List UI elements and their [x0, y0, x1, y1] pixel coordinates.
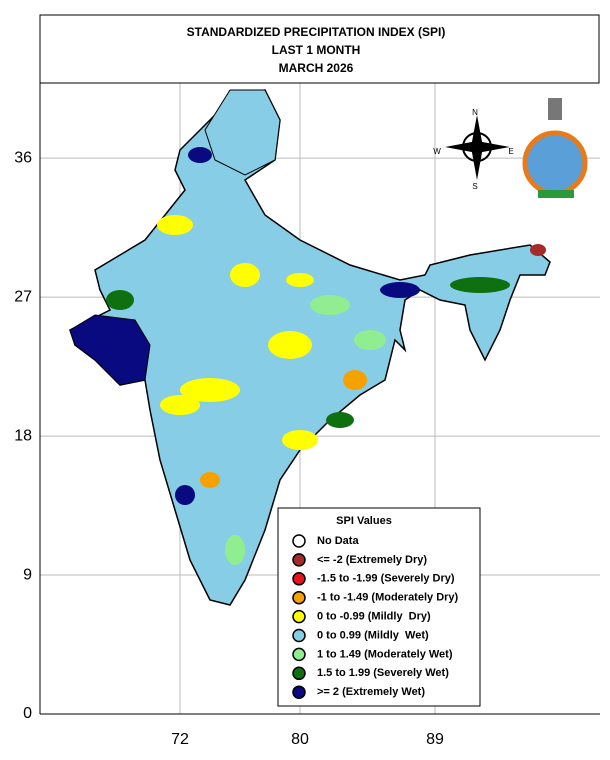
x-tick-label: 72	[171, 731, 189, 748]
legend-label: <= -2 (Extremely Dry)	[317, 554, 427, 566]
legend-label: >= 2 (Extremely Wet)	[317, 686, 425, 698]
y-tick-label: 0	[23, 705, 32, 722]
legend-swatch	[292, 572, 306, 586]
legend-box	[277, 507, 481, 707]
ticks: 36 27 18 9 0 72 80 89	[14, 149, 444, 748]
legend-label: -1.5 to -1.99 (Severely Dry)	[317, 573, 455, 585]
legend-label: 1.5 to 1.99 (Severely Wet)	[317, 667, 449, 679]
title: STANDARDIZED PRECIPITATION INDEX (SPI)	[187, 25, 446, 39]
compass	[445, 115, 510, 180]
y-tick-label: 27	[14, 288, 32, 305]
legend-label: 0 to 0.99 (Mildly Wet)	[317, 629, 429, 641]
subtitle: MARCH 2026	[279, 61, 354, 75]
legend-swatch	[292, 628, 306, 643]
legend-swatch	[292, 666, 306, 681]
compass-label: E	[508, 147, 513, 156]
x-tick-label: 80	[291, 731, 309, 748]
subtitle: LAST 1 MONTH	[272, 43, 361, 57]
country-map	[69, 89, 551, 606]
legend-swatch	[292, 647, 306, 662]
legend-swatch	[292, 590, 306, 605]
compass-label: N	[472, 108, 478, 117]
legend-swatch	[292, 685, 306, 699]
title-box	[39, 14, 600, 84]
y-tick-label: 18	[14, 427, 32, 444]
y-tick-label: 36	[14, 149, 32, 166]
legend-swatch	[292, 553, 306, 567]
x-tick-label: 89	[426, 731, 444, 748]
legend-label: No Data	[317, 535, 359, 547]
compass-label: S	[472, 182, 477, 191]
legend-title: SPI Values	[336, 515, 392, 527]
legend-label: -1 to -1.49 (Moderately Dry)	[317, 592, 459, 604]
compass-label: W	[433, 147, 441, 156]
legend-label: 0 to -0.99 (Mildly Dry)	[317, 611, 431, 623]
legend-label: 1 to 1.49 (Moderately Wet)	[317, 648, 453, 660]
legend-swatch	[292, 609, 306, 624]
legend-items: No Data <= -2 (Extremely Dry) -1.5 to -1.9…	[292, 534, 459, 699]
y-tick-label: 9	[23, 566, 32, 583]
legend-swatch	[292, 534, 306, 548]
emblem	[522, 98, 588, 198]
